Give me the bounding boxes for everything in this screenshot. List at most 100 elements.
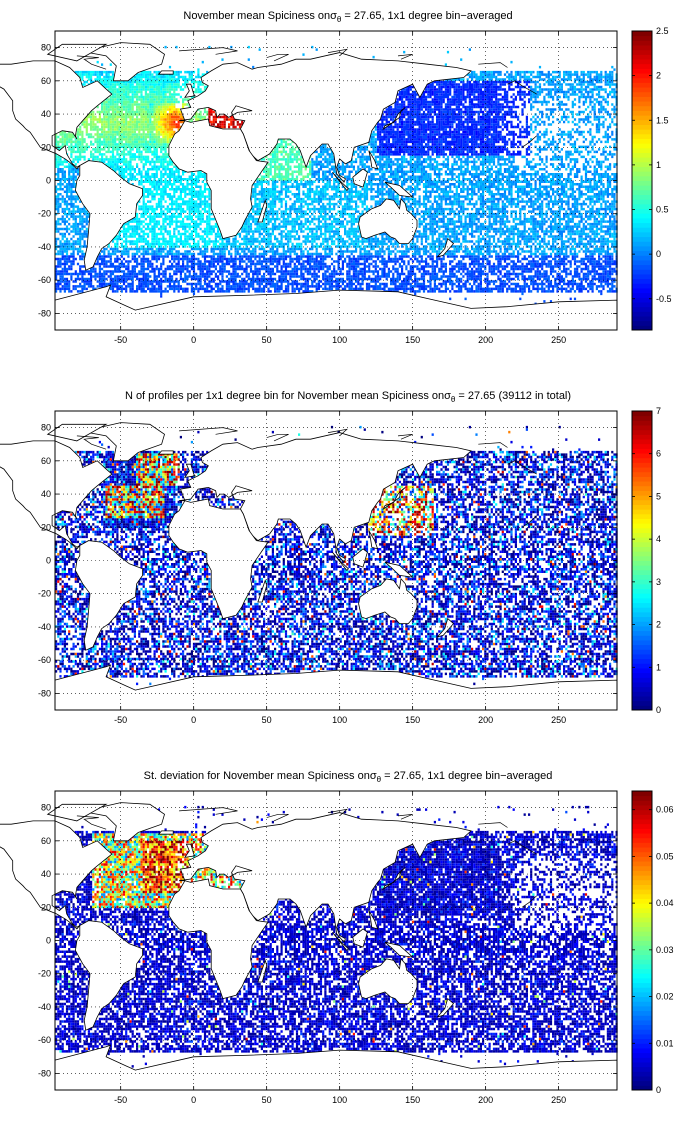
- data-cell-group: [55, 805, 618, 1066]
- title-text-part: N of profiles per 1x1 degree bin for Nov…: [125, 390, 444, 402]
- x-tick-label: 100: [332, 715, 347, 725]
- landmass: [436, 617, 455, 638]
- colorbar-swatch: [632, 1001, 652, 1007]
- x-tick-label: 50: [262, 335, 272, 345]
- colorbar-swatch: [632, 546, 652, 552]
- coastlines: [0, 422, 618, 711]
- colorbar-swatch: [632, 287, 652, 294]
- colorbar-swatch: [632, 649, 652, 655]
- title-sigma-symbol: σ: [444, 390, 451, 402]
- colorbar-swatch: [632, 499, 652, 505]
- data-cell-group: [171, 115, 182, 126]
- colorbar-swatch: [632, 870, 652, 876]
- landmass: [179, 812, 472, 943]
- colorbar-swatch: [632, 429, 652, 435]
- colorbar-swatch: [632, 837, 652, 843]
- colorbar-swatch: [632, 40, 652, 46]
- y-tick-label: 0: [46, 176, 51, 186]
- axes: -50 0 50 100 150 200 250 -80 -60 -40 -20 0 20 40 60 80: [38, 411, 617, 725]
- x-tick-label: 200: [478, 335, 493, 345]
- landmass: [368, 530, 379, 550]
- coastlines: [0, 42, 618, 331]
- colorbar-tick-label: 5: [656, 491, 661, 501]
- data-cell-group: [55, 80, 618, 306]
- data-cell-group: [55, 255, 618, 301]
- colorbar-swatch: [632, 481, 652, 487]
- colorbar-swatch: [632, 147, 652, 153]
- y-tick-label: 20: [41, 902, 51, 912]
- x-tick-label: 50: [262, 1095, 272, 1105]
- coast-detail: [266, 813, 289, 822]
- y-tick-label: 40: [41, 109, 51, 119]
- y-tick-label: 20: [41, 142, 51, 152]
- colorbar-swatch: [632, 621, 652, 627]
- y-tick-label: 0: [46, 936, 51, 946]
- colorbar-swatch: [632, 320, 652, 326]
- data-cell-group: [92, 833, 546, 1008]
- colorbar-tick-label: 0.04: [656, 898, 674, 908]
- landmass: [382, 867, 406, 891]
- colorbar-swatch: [632, 935, 652, 941]
- colorbar-swatch: [632, 68, 652, 74]
- colorbar-swatch: [632, 504, 652, 510]
- colorbar: -0.5 0 0.5 1 1.5 2 2.5: [631, 26, 672, 331]
- colorbar-swatch: [632, 635, 652, 641]
- colorbar-swatch: [632, 667, 652, 674]
- y-tick-label: -20: [38, 209, 51, 219]
- colorbar-swatch: [632, 973, 652, 979]
- colorbar-swatch: [632, 523, 652, 529]
- colorbar-swatch: [632, 1052, 652, 1058]
- landmass: [184, 83, 196, 98]
- data-cell-group: [142, 840, 189, 891]
- x-tick-label: 250: [551, 1095, 566, 1105]
- colorbar-swatch: [632, 1043, 652, 1049]
- landmass: [157, 70, 174, 75]
- colorbar-swatch: [632, 959, 652, 965]
- data-cell-group: [57, 450, 616, 678]
- colorbar-swatch: [632, 301, 652, 308]
- y-tick-label: 20: [41, 522, 51, 532]
- colorbar-swatch: [632, 565, 652, 571]
- chart-title: November mean Spiciness onσθ = 27.65, 1x…: [183, 10, 512, 24]
- data-cell-group: [208, 113, 242, 129]
- colorbar-swatch: [632, 639, 652, 646]
- colorbar-swatch: [632, 681, 652, 688]
- coast-detail: [327, 808, 349, 817]
- data-cell-group: [55, 805, 618, 1066]
- colorbar-swatch: [632, 663, 652, 669]
- landmass: [352, 928, 368, 948]
- x-tick-label: 150: [405, 1095, 420, 1105]
- colorbar-swatch: [632, 448, 652, 454]
- y-tick-label: 80: [41, 803, 51, 813]
- landmass: [257, 199, 268, 223]
- colorbar-swatch: [632, 471, 652, 477]
- colorbar-swatch: [632, 1010, 652, 1016]
- colorbar-swatch: [632, 847, 652, 853]
- colorbar-swatch: [632, 273, 652, 280]
- landmass: [352, 168, 368, 188]
- colorbar-swatch: [632, 129, 652, 135]
- landmass: [157, 450, 174, 455]
- colorbar-swatch: [632, 222, 652, 228]
- colorbar-swatch: [632, 658, 652, 664]
- colorbar-swatch: [632, 977, 652, 984]
- coast-detail: [521, 895, 537, 908]
- coast-detail: [76, 55, 107, 70]
- y-tick-label: 0: [46, 556, 51, 566]
- colorbar-frame: [631, 790, 653, 1091]
- axes: -50 0 50 100 150 200 250 -80 -60 -40 -20 0 20 40 60 80: [38, 791, 617, 1105]
- colorbar-swatch: [632, 110, 652, 116]
- colorbar-swatch: [632, 931, 652, 937]
- colorbar-swatch: [632, 579, 652, 585]
- coast-detail: [266, 433, 289, 442]
- coast-detail: [327, 48, 349, 57]
- profile-count-panel: N of profiles per 1x1 degree bin for Nov…: [0, 380, 696, 760]
- colorbar-swatch: [632, 1075, 652, 1082]
- landmass: [358, 577, 418, 624]
- landmass: [87, 422, 165, 462]
- colorbar-swatch: [632, 415, 652, 421]
- colorbar-swatch: [632, 917, 652, 923]
- colorbar-swatch: [632, 828, 652, 834]
- colorbar-swatch: [632, 805, 652, 811]
- colorbar-swatch: [632, 695, 652, 702]
